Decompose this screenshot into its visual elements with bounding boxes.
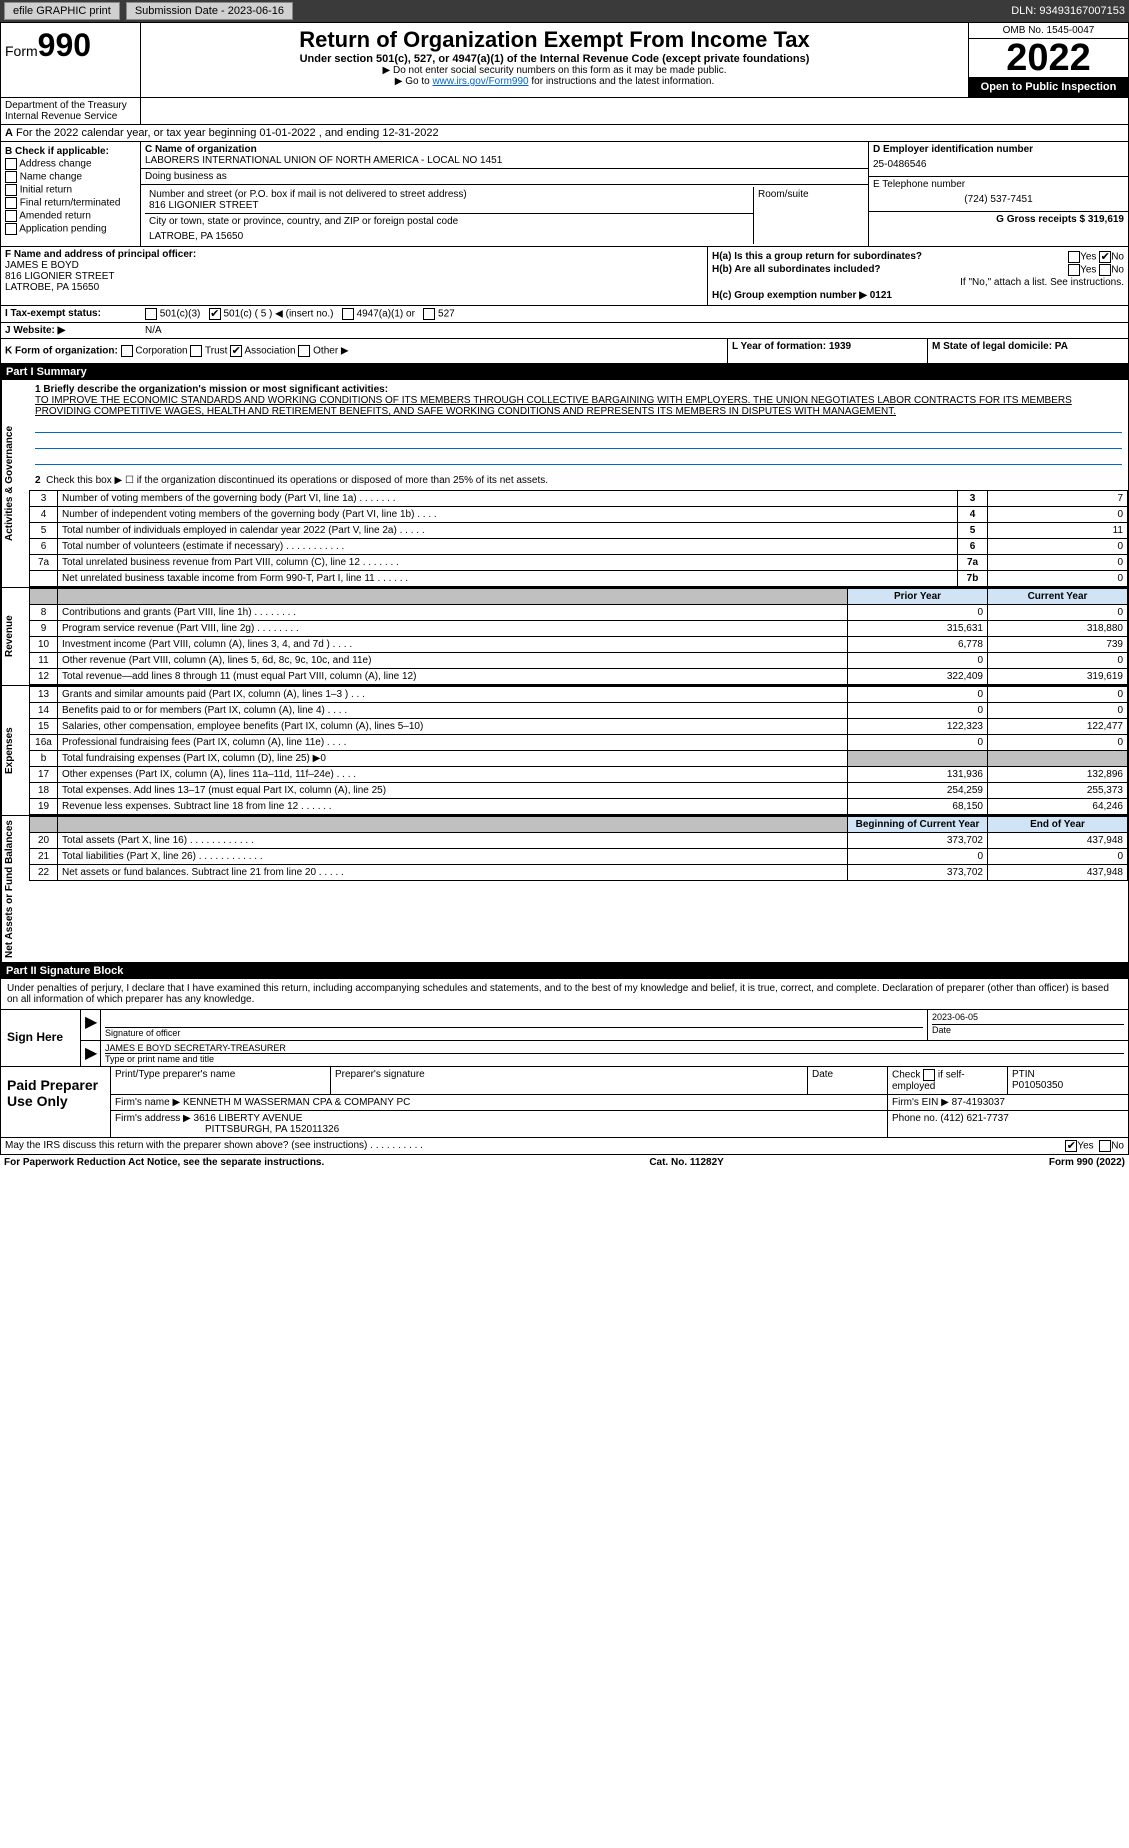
preparer-date-hdr: Date (808, 1067, 888, 1094)
block-c: C Name of organization LABORERS INTERNAT… (141, 142, 868, 246)
form-header: Form990 Return of Organization Exempt Fr… (0, 22, 1129, 98)
room-suite-label: Room/suite (754, 187, 864, 244)
paperwork-notice: For Paperwork Reduction Act Notice, see … (4, 1157, 324, 1168)
org-name-label: C Name of organization (145, 144, 864, 155)
revenue-table: Prior YearCurrent Year8Contributions and… (29, 588, 1128, 685)
street-label: Number and street (or P.O. box if mail i… (149, 189, 749, 200)
form-number: Form990 (5, 27, 136, 64)
cb-address-change[interactable]: Address change (5, 158, 136, 170)
revenue-block: Revenue Prior YearCurrent Year8Contribut… (0, 588, 1129, 686)
cat-no: Cat. No. 11282Y (649, 1157, 723, 1168)
city-label: City or town, state or province, country… (145, 214, 753, 229)
form-title: Return of Organization Exempt From Incom… (145, 27, 964, 53)
sign-here-block: Sign Here ▶ Signature of officer 2023-06… (0, 1010, 1129, 1067)
side-governance: Activities & Governance (1, 380, 29, 587)
cb-amended-return[interactable]: Amended return (5, 210, 136, 222)
note-link: ▶ Go to www.irs.gov/Form990 for instruct… (145, 76, 964, 87)
block-h: H(a) Is this a group return for subordin… (708, 247, 1128, 305)
netassets-block: Net Assets or Fund Balances Beginning of… (0, 816, 1129, 963)
name-title-label: Type or print name and title (105, 1054, 1124, 1064)
firm-ein: Firm's EIN ▶ 87-4193037 (888, 1095, 1128, 1110)
year-formation: L Year of formation: 1939 (732, 341, 851, 352)
tax-year: 2022 (969, 39, 1128, 77)
open-to-public: Open to Public Inspection (969, 77, 1128, 97)
irs-link[interactable]: www.irs.gov/Form990 (432, 76, 528, 87)
sig-officer-label: Signature of officer (105, 1028, 923, 1038)
side-revenue: Revenue (1, 588, 29, 685)
phone-label: E Telephone number (873, 179, 1124, 190)
cb-name-change[interactable]: Name change (5, 171, 136, 183)
cb-application-pending[interactable]: Application pending (5, 223, 136, 235)
mission-text: TO IMPROVE THE ECONOMIC STANDARDS AND WO… (35, 395, 1072, 417)
dept-label: Department of the Treasury Internal Reve… (1, 98, 141, 124)
officer-name: JAMES E BOYD (5, 260, 703, 271)
officer-typed-name: JAMES E BOYD SECRETARY-TREASURER (105, 1043, 1124, 1054)
state-domicile: M State of legal domicile: PA (932, 341, 1068, 352)
arrow-icon: ▶ (81, 1041, 101, 1066)
city-value: LATROBE, PA 15650 (145, 229, 753, 244)
governance-table: 3Number of voting members of the governi… (29, 490, 1128, 587)
top-bar: efile GRAPHIC print Submission Date - 20… (0, 0, 1129, 22)
row-klm: K Form of organization: Corporation Trus… (0, 339, 1129, 364)
sig-date: 2023-06-05 (932, 1012, 1124, 1025)
ein-value: 25-0486546 (873, 155, 1124, 174)
dept-row: Department of the Treasury Internal Reve… (0, 98, 1129, 125)
phone-value: (724) 537-7451 (873, 190, 1124, 209)
side-netassets: Net Assets or Fund Balances (1, 816, 29, 962)
gross-receipts: G Gross receipts $ 319,619 (996, 214, 1124, 225)
sig-date-label: Date (932, 1025, 1124, 1035)
ein-label: D Employer identification number (873, 144, 1124, 155)
block-b: B Check if applicable: Address change Na… (1, 142, 141, 246)
footer-note: For Paperwork Reduction Act Notice, see … (0, 1155, 1129, 1170)
block-bcd: B Check if applicable: Address change Na… (0, 142, 1129, 247)
block-fh: F Name and address of principal officer:… (0, 247, 1129, 306)
block-f: F Name and address of principal officer:… (1, 247, 708, 305)
self-employed-cell: Check if self-employed (888, 1067, 1008, 1094)
paid-preparer-label: Paid Preparer Use Only (1, 1067, 111, 1137)
q2-text: Check this box ▶ ☐ if the organization d… (46, 475, 548, 486)
expenses-block: Expenses 13Grants and similar amounts pa… (0, 686, 1129, 816)
cb-initial-return[interactable]: Initial return (5, 184, 136, 196)
form-ref: Form 990 (2022) (1049, 1157, 1125, 1168)
q1-label: 1 Briefly describe the organization's mi… (35, 384, 388, 395)
paid-preparer-block: Paid Preparer Use Only Print/Type prepar… (0, 1067, 1129, 1138)
sign-here-label: Sign Here (1, 1010, 81, 1066)
firm-addr1: 3616 LIBERTY AVENUE (194, 1113, 303, 1124)
netassets-table: Beginning of Current YearEnd of Year20To… (29, 816, 1128, 881)
officer-city: LATROBE, PA 15650 (5, 282, 703, 293)
officer-street: 816 LIGONIER STREET (5, 271, 703, 282)
preparer-sig-hdr: Preparer's signature (331, 1067, 808, 1094)
part1-header: Part I Summary (0, 364, 1129, 380)
firm-addr2: PITTSBURGH, PA 152011326 (205, 1124, 339, 1135)
firm-name: KENNETH M WASSERMAN CPA & COMPANY PC (183, 1097, 410, 1108)
discuss-text: May the IRS discuss this return with the… (5, 1140, 423, 1152)
street-value: 816 LIGONIER STREET (149, 200, 749, 211)
cb-final-return[interactable]: Final return/terminated (5, 197, 136, 209)
arrow-icon: ▶ (81, 1010, 101, 1040)
ptin-value: P01050350 (1012, 1080, 1124, 1091)
efile-label: efile GRAPHIC print (4, 2, 120, 20)
row-j: J Website: ▶ N/A (0, 323, 1129, 339)
block-d: D Employer identification number 25-0486… (868, 142, 1128, 246)
dba-label: Doing business as (145, 171, 864, 182)
form-subtitle: Under section 501(c), 527, or 4947(a)(1)… (145, 53, 964, 65)
row-i: I Tax-exempt status: 501(c)(3) 501(c) ( … (0, 306, 1129, 323)
side-expenses: Expenses (1, 686, 29, 815)
row-a: A For the 2022 calendar year, or tax yea… (0, 125, 1129, 142)
discuss-row: May the IRS discuss this return with the… (0, 1138, 1129, 1155)
expenses-table: 13Grants and similar amounts paid (Part … (29, 686, 1128, 815)
firm-phone: Phone no. (412) 621-7737 (888, 1111, 1128, 1137)
org-name: LABORERS INTERNATIONAL UNION OF NORTH AM… (145, 155, 864, 166)
part2-header: Part II Signature Block (0, 963, 1129, 979)
firm-name-label: Firm's name ▶ (115, 1097, 180, 1108)
governance-block: Activities & Governance 1 Briefly descri… (0, 380, 1129, 588)
note-ssn: ▶ Do not enter social security numbers o… (145, 65, 964, 76)
website-value: N/A (145, 325, 162, 336)
preparer-name-hdr: Print/Type preparer's name (111, 1067, 331, 1094)
submission-date-button[interactable]: Submission Date - 2023-06-16 (126, 2, 293, 20)
dln-label: DLN: 93493167007153 (1011, 5, 1125, 17)
signature-intro: Under penalties of perjury, I declare th… (0, 979, 1129, 1010)
firm-addr-label: Firm's address ▶ (115, 1113, 191, 1124)
ptin-label: PTIN (1012, 1069, 1124, 1080)
